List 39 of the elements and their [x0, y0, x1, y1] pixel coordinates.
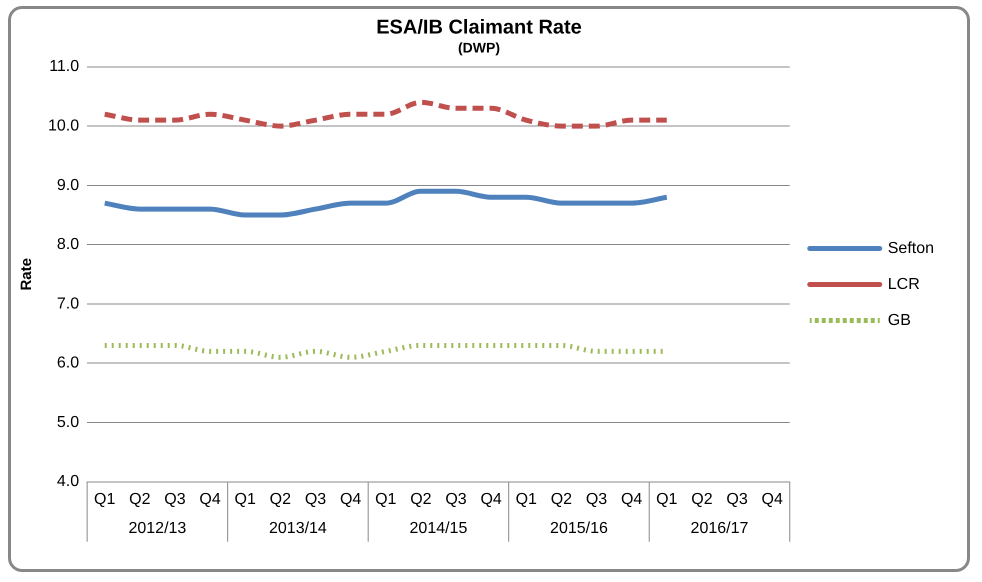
y-tick-label: 11.0	[49, 58, 80, 76]
x-tick-label: Q4	[480, 490, 502, 508]
x-tick-label: Q1	[375, 490, 397, 508]
y-tick-label: 5.0	[56, 414, 80, 431]
x-tick-label: Q2	[410, 490, 432, 508]
y-tick-label: 8.0	[56, 236, 80, 254]
legend-label: GB	[888, 312, 911, 329]
y-tick-label: 4.0	[56, 473, 80, 490]
x-tick-label: Q2	[129, 490, 151, 508]
x-tick-label: Q3	[304, 490, 326, 508]
x-tick-label: Q1	[656, 490, 678, 508]
x-tick-label: Q1	[94, 490, 116, 508]
chart-subtitle: (DWP)	[458, 39, 500, 56]
x-tick-label: Q3	[445, 490, 467, 508]
x-tick-label: Q2	[691, 490, 713, 508]
x-tick-label: Q3	[164, 490, 186, 508]
y-tick-label: 7.0	[56, 295, 80, 312]
x-tick-label: Q3	[726, 490, 748, 508]
text: 2015/16	[550, 520, 608, 538]
y-tick-label: 6.0	[56, 354, 80, 372]
legend-label: Sefton	[888, 240, 934, 257]
y-tick-label: 9.0	[56, 176, 80, 194]
x-tick-label: Q2	[270, 490, 292, 508]
y-tick-label: 10.0	[48, 117, 80, 134]
text: 2016/17	[690, 520, 748, 538]
x-tick-label: Q4	[762, 490, 783, 508]
chart-title: ESA/IB Claimant Rate	[376, 16, 582, 39]
text: 2013/14	[269, 520, 327, 538]
x-tick-label: Q1	[516, 490, 538, 508]
text: 2014/15	[410, 520, 468, 538]
x-tick-label: Q3	[586, 490, 608, 508]
x-tick-label: Q4	[620, 490, 642, 508]
legend-label: LCR	[888, 276, 920, 293]
x-tick-label: Q2	[550, 490, 572, 508]
x-tick-label: Q4	[340, 490, 362, 508]
text: 2012/13	[128, 520, 186, 538]
x-tick-label: Q1	[234, 490, 256, 508]
x-tick-label: Q4	[199, 490, 221, 508]
y-axis-title: Rate	[18, 258, 36, 291]
